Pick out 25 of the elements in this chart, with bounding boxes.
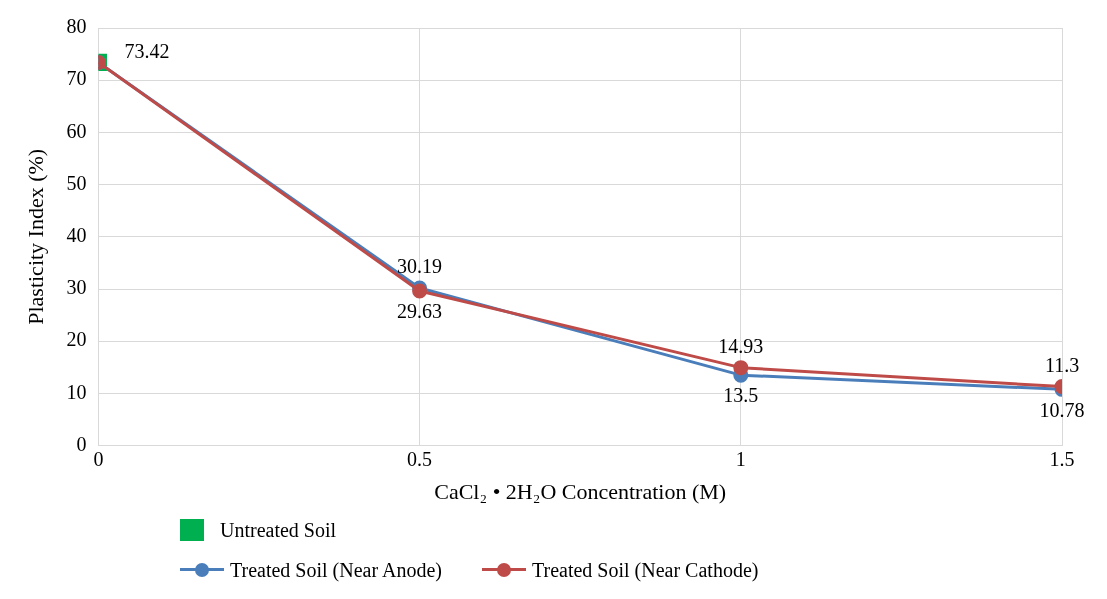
y-tick-label: 30 [66,276,87,299]
x-axis-title: CaCl₂ • 2H₂O Concentration (M) [434,478,727,504]
data-label: 30.19 [397,255,443,278]
y-axis-title: Plasticity Index (%) [22,148,48,325]
y-tick-label: 50 [66,171,87,194]
y-tick-label: 10 [66,380,87,403]
x-tick-label: 1 [735,447,746,470]
y-tick-label: 40 [66,224,87,247]
data-label: 11.3 [1044,353,1080,376]
x-tick-label: 0 [93,447,104,470]
y-tick-label: 20 [66,328,87,351]
y-tick-label: 80 [66,15,87,38]
x-tick-label: 1.5 [1049,447,1075,470]
y-tick-label: 70 [66,67,87,90]
data-label: 14.93 [718,334,764,357]
legend-label: Untreated Soil [220,518,337,542]
data-label: 29.63 [397,300,443,323]
y-tick-label: 60 [66,119,87,142]
data-label: 13.5 [723,384,759,407]
legend-label: Treated Soil (Near Cathode) [532,558,759,582]
legend-label: Treated Soil (Near Anode) [230,558,442,582]
data-label: 73.42 [124,39,170,62]
data-label: 10.78 [1039,398,1085,421]
y-tick-label: 0 [76,432,87,455]
x-tick-label: 0.5 [407,447,433,470]
